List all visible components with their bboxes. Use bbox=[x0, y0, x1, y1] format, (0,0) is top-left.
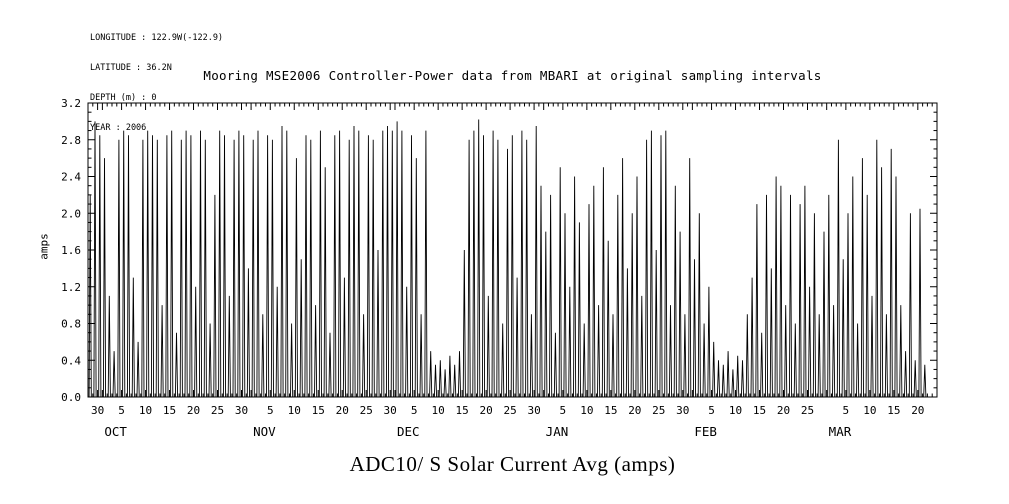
meta-longitude: LONGITUDE : 122.9W(-122.9) bbox=[90, 33, 224, 43]
y-tick-label: 3.2 bbox=[61, 97, 81, 110]
y-tick-label: 2.0 bbox=[61, 207, 81, 220]
data-spikes bbox=[88, 119, 927, 397]
x-tick-label: 25 bbox=[801, 404, 814, 417]
x-tick-label: 20 bbox=[336, 404, 349, 417]
y-tick-label: 0.8 bbox=[61, 318, 81, 331]
x-tick-label: 30 bbox=[527, 404, 540, 417]
x-tick-label: 5 bbox=[560, 404, 567, 417]
y-tick-label: 0.0 bbox=[61, 391, 81, 404]
y-tick-label: 0.4 bbox=[61, 354, 81, 367]
x-tick-label: 5 bbox=[708, 404, 715, 417]
y-tick-label: 1.6 bbox=[61, 244, 81, 257]
month-label: FEB bbox=[694, 424, 717, 439]
x-tick-label: 15 bbox=[887, 404, 900, 417]
x-tick-label: 25 bbox=[503, 404, 516, 417]
series-path bbox=[88, 119, 927, 397]
x-tick-label: 15 bbox=[753, 404, 766, 417]
x-tick-label: 30 bbox=[384, 404, 397, 417]
x-tick-label: 15 bbox=[456, 404, 469, 417]
meta-year: YEAR : 2006 bbox=[90, 123, 147, 133]
x-tick-label: 25 bbox=[652, 404, 665, 417]
x-tick-label: 10 bbox=[432, 404, 445, 417]
x-tick-label: 20 bbox=[911, 404, 924, 417]
month-label: DEC bbox=[397, 424, 420, 439]
y-tick-label: 2.4 bbox=[61, 171, 81, 184]
meta-latitude: LATITUDE : 36.2N bbox=[90, 63, 172, 73]
x-tick-label: 20 bbox=[187, 404, 200, 417]
x-tick-label: 25 bbox=[360, 404, 373, 417]
y-tick-label: 2.8 bbox=[61, 134, 81, 147]
x-axis-ticks: 30 5 10 15 20 25 30 5 10 15 20 25 30 5 10 15 20 25 30 5 10 15… bbox=[87, 103, 938, 417]
x-tick-label: 10 bbox=[863, 404, 876, 417]
x-tick-label: 10 bbox=[580, 404, 593, 417]
month-label: OCT bbox=[104, 424, 127, 439]
chart-title: Mooring MSE2006 Controller-Power data fr… bbox=[203, 68, 822, 83]
x-tick-label: 15 bbox=[312, 404, 325, 417]
x-tick-label: 20 bbox=[777, 404, 790, 417]
x-tick-label: 5 bbox=[411, 404, 418, 417]
x-tick-label: 30 bbox=[91, 404, 104, 417]
x-tick-label: 10 bbox=[288, 404, 301, 417]
x-tick-label: 5 bbox=[118, 404, 125, 417]
y-axis-ticks: 0.0 0.4 0.8 1.2 1.6 2.0 2.4 2.8 3.2 bbox=[61, 97, 937, 404]
x-tick-label: 20 bbox=[628, 404, 641, 417]
x-tick-label: 10 bbox=[729, 404, 742, 417]
meta-depth: DEPTH (m) : 0 bbox=[90, 93, 157, 103]
month-label: MAR bbox=[829, 424, 852, 439]
variable-label: ADC10/ S Solar Current Avg (amps) bbox=[349, 452, 676, 476]
x-tick-label: 15 bbox=[163, 404, 176, 417]
x-tick-label: 5 bbox=[267, 404, 274, 417]
x-tick-label: 30 bbox=[676, 404, 689, 417]
y-tick-label: 1.2 bbox=[61, 281, 81, 294]
month-label: JAN bbox=[546, 424, 569, 439]
x-tick-label: 10 bbox=[139, 404, 152, 417]
x-tick-label: 25 bbox=[211, 404, 224, 417]
x-tick-label: 15 bbox=[604, 404, 617, 417]
metadata-block: LONGITUDE : 122.9W(-122.9) LATITUDE : 36… bbox=[90, 13, 223, 153]
month-label: NOV bbox=[253, 424, 276, 439]
x-tick-label: 30 bbox=[235, 404, 248, 417]
x-tick-label: 20 bbox=[479, 404, 492, 417]
x-tick-label: 5 bbox=[843, 404, 850, 417]
x-month-labels: OCT NOV DEC JAN FEB MAR bbox=[104, 424, 851, 439]
